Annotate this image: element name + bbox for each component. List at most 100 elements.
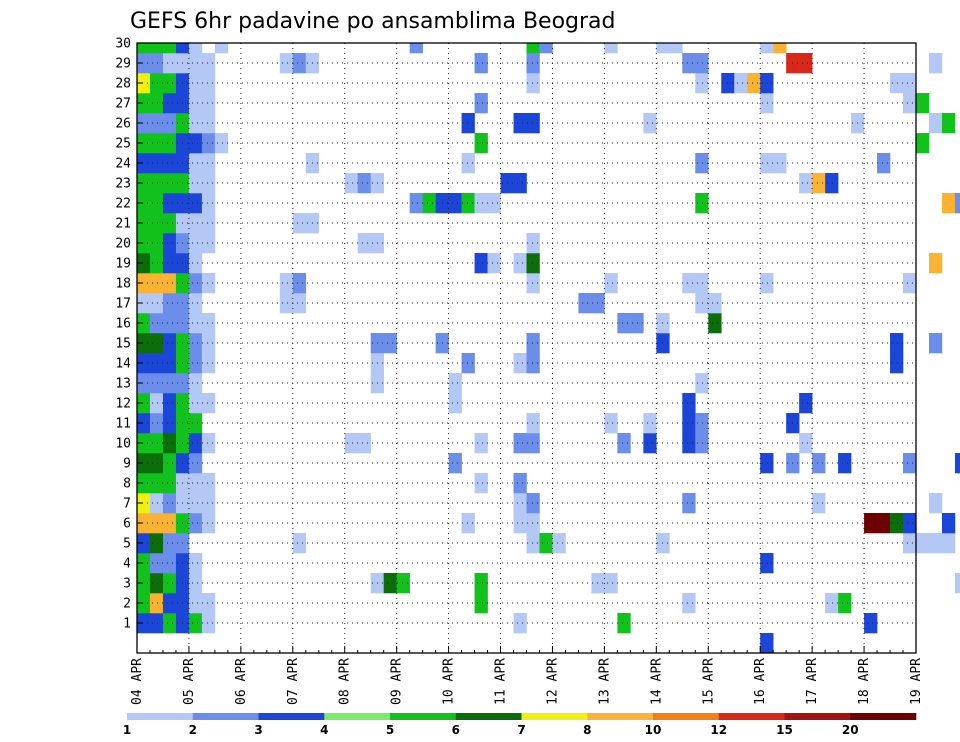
heatmap-cell (604, 573, 618, 594)
heatmap-cell (162, 113, 177, 134)
heatmap-cell (137, 473, 151, 494)
heatmap-cell (201, 493, 216, 514)
heatmap-cell (526, 43, 540, 54)
heatmap-cell (149, 533, 164, 554)
y-tick-label: 16 (115, 317, 131, 332)
heatmap-cell (903, 533, 917, 554)
heatmap-cell (487, 253, 501, 274)
colorbar-segment (258, 713, 325, 720)
heatmap-cell (137, 493, 151, 514)
heatmap-cell (149, 553, 164, 574)
heatmap-cell (188, 553, 203, 574)
y-tick-label: 30 (115, 37, 131, 52)
heatmap-cell (188, 133, 203, 154)
heatmap-cell (928, 253, 943, 274)
y-tick-label: 28 (115, 77, 131, 92)
heatmap-cell (526, 333, 540, 354)
heatmap-cell (188, 273, 203, 294)
heatmap-cell (526, 253, 540, 274)
y-tick-label: 20 (115, 237, 131, 252)
heatmap-cell (162, 293, 177, 314)
heatmap-cell (526, 433, 540, 454)
heatmap-cell (188, 353, 203, 374)
heatmap-cell (708, 313, 722, 334)
y-tick-label: 23 (115, 177, 131, 192)
heatmap-cell (137, 533, 151, 554)
heatmap-cell (461, 113, 475, 134)
heatmap-cell (799, 393, 813, 414)
heatmap-cell (954, 453, 960, 474)
x-tick-label: 07 APR (286, 658, 301, 705)
y-tick-label: 17 (115, 297, 131, 312)
heatmap-cell (513, 253, 527, 274)
heatmap-cell (760, 93, 774, 114)
heatmap-cell (916, 533, 930, 554)
heatmap-cell (162, 253, 177, 274)
heatmap-cell (877, 153, 891, 174)
heatmap-cell (162, 173, 177, 194)
heatmap-cell (188, 313, 203, 334)
heatmap-cell (383, 333, 397, 354)
colorbar-label: 20 (842, 723, 859, 737)
heatmap-cell (149, 593, 164, 614)
heatmap-cell (448, 393, 462, 414)
heatmap-cell (137, 593, 151, 614)
heatmap-cell (682, 493, 696, 514)
heatmap-cell (137, 53, 151, 74)
heatmap-cell (461, 153, 475, 174)
heatmap-cell (188, 113, 203, 134)
heatmap-cell (137, 613, 151, 634)
colorbar-label: 8 (583, 723, 591, 737)
heatmap-cell (188, 493, 203, 514)
heatmap-cell (513, 353, 527, 374)
heatmap-cell (149, 233, 164, 254)
heatmap-cell (137, 43, 151, 54)
heatmap-cell (877, 513, 891, 534)
heatmap-cell (188, 213, 203, 234)
x-tick-label: 05 APR (182, 658, 197, 705)
heatmap-cell (149, 53, 164, 74)
heatmap-cell (162, 43, 177, 54)
heatmap-cell (448, 453, 462, 474)
heatmap-cell (474, 133, 488, 154)
heatmap-cell (656, 43, 670, 54)
heatmap-cell (137, 393, 151, 414)
heatmap-cell (149, 73, 164, 94)
heatmap-cell (188, 43, 203, 54)
heatmap-cell (175, 43, 190, 54)
heatmap-cell (137, 413, 151, 434)
heatmap-cell (162, 493, 177, 514)
heatmap-cell (916, 93, 930, 114)
heatmap-cell (928, 113, 943, 134)
heatmap-cell (162, 553, 177, 574)
heatmap-cell (149, 253, 164, 274)
heatmap-cell (695, 273, 709, 294)
heatmap-cell (760, 633, 774, 654)
heatmap-cell (137, 313, 151, 334)
heatmap-cell (162, 413, 177, 434)
heatmap-cell (188, 93, 203, 114)
chart-title: GEFS 6hr padavine po ansamblima Beograd (130, 9, 616, 34)
heatmap-cell (734, 73, 748, 94)
heatmap-cell (422, 193, 436, 214)
x-tick-label: 16 APR (753, 658, 768, 705)
heatmap-cell (162, 393, 177, 414)
heatmap-cell (137, 293, 151, 314)
y-tick-label: 27 (115, 97, 131, 112)
heatmap-cell (149, 133, 164, 154)
heatmap-cell (201, 193, 216, 214)
heatmap-cell (137, 513, 151, 534)
heatmap-cell (890, 353, 904, 374)
heatmap-cell (409, 43, 423, 54)
colorbar-label: 2 (189, 723, 197, 737)
heatmap-cell (526, 73, 540, 94)
heatmap-cell (682, 53, 696, 74)
heatmap-cell (617, 613, 631, 634)
y-tick-label: 2 (123, 597, 131, 612)
heatmap-cell (695, 433, 709, 454)
heatmap-cell (162, 93, 177, 114)
x-tick-label: 09 APR (390, 658, 405, 705)
heatmap-cell (928, 333, 943, 354)
heatmap-cell (201, 613, 216, 634)
heatmap-cell (760, 43, 774, 54)
